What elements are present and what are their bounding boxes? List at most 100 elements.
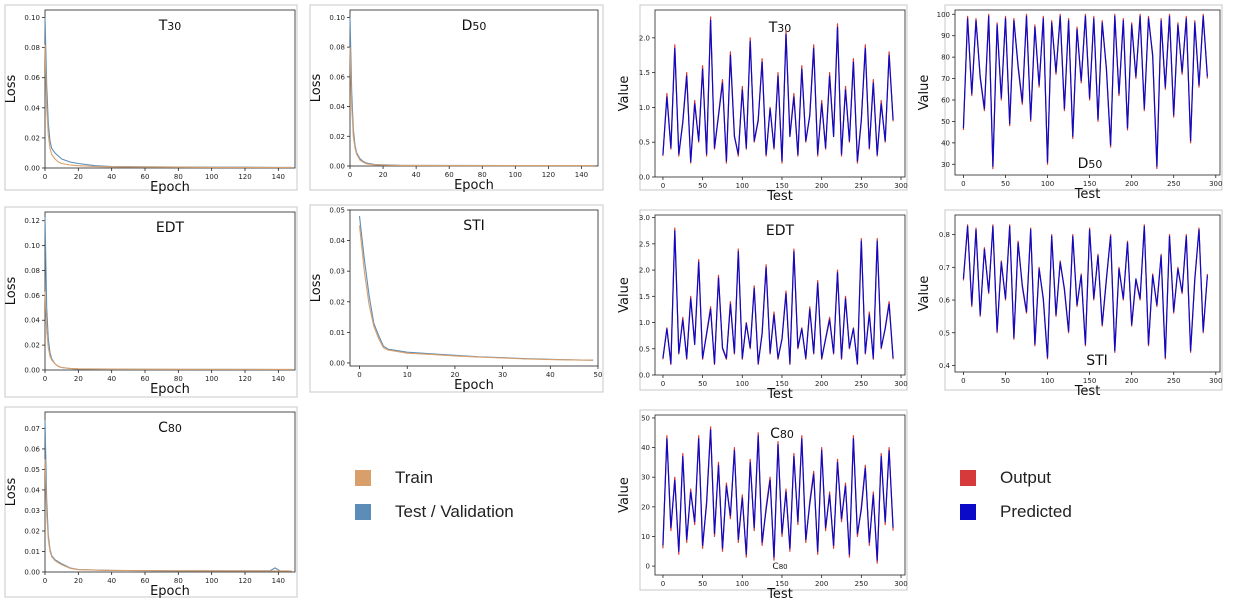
y-tick-label: 0.00 xyxy=(24,165,40,173)
y-tick-label: 1.5 xyxy=(639,293,650,301)
x-tick-label: 80 xyxy=(174,577,183,585)
x-tick-label: 120 xyxy=(238,577,251,585)
x-tick-label: 250 xyxy=(1167,180,1180,188)
x-tick-label: 100 xyxy=(205,173,218,181)
x-tick-label: 150 xyxy=(1083,377,1096,385)
x-tick-label: 60 xyxy=(445,171,454,179)
y-tick-label: 0.5 xyxy=(939,329,950,337)
x-tick-label: 150 xyxy=(775,580,788,588)
chart-title: D50 xyxy=(462,18,487,34)
x-tick-label: 20 xyxy=(74,577,83,585)
chart-frame xyxy=(4,406,298,598)
x-axis-label: Test xyxy=(766,387,793,402)
x-tick-label: 300 xyxy=(1209,180,1222,188)
chart-loss_t30: 0 20 40 60 80 100 120 140 0.00 0.02 0.04 0.06 0.08 0.… xyxy=(4,4,298,195)
legend-label-train: Train xyxy=(395,468,434,487)
x-tick-label: 40 xyxy=(412,171,421,179)
x-tick-label: 0 xyxy=(43,375,47,383)
y-axis-label: Value xyxy=(617,76,632,112)
chart-title: STI xyxy=(1086,353,1108,369)
x-tick-label: 0 xyxy=(357,371,361,379)
x-tick-label: 0 xyxy=(661,380,665,388)
x-tick-label: 20 xyxy=(74,375,83,383)
y-tick-label: 0.03 xyxy=(329,268,345,276)
y-tick-label: 0.02 xyxy=(329,298,345,306)
y-tick-label: 0.01 xyxy=(329,329,345,337)
y-tick-label: 0.05 xyxy=(24,466,40,474)
x-tick-label: 20 xyxy=(379,171,388,179)
x-tick-label: 250 xyxy=(855,182,868,190)
chart-frame xyxy=(4,4,298,191)
x-tick-label: 120 xyxy=(238,375,251,383)
chart-val_edt: 0 50 100 150 200 250 300 0.0 0.5 1.0 1.5 2.0 2.5 3.0 T… xyxy=(617,209,908,402)
x-tick-label: 150 xyxy=(775,182,788,190)
x-tick-label: 50 xyxy=(594,371,603,379)
chart-loss_c80: 0 20 40 60 80 100 120 140 0.00 0.01 0.02 0.03 0.04 0.… xyxy=(4,406,298,599)
chart-loss_sti: 0 10 20 30 40 50 0.00 0.01 0.02 0.03 0.04 0.05 Epoch… xyxy=(309,204,604,393)
y-tick-label: 0.8 xyxy=(939,231,950,239)
x-tick-label: 100 xyxy=(736,182,749,190)
chart-frame xyxy=(639,209,908,391)
y-axis-label: Loss xyxy=(4,75,19,104)
y-tick-label: 1.0 xyxy=(639,104,650,112)
y-tick-label: 40 xyxy=(641,444,650,452)
x-tick-label: 0 xyxy=(961,377,965,385)
y-tick-label: 100 xyxy=(937,11,950,19)
chart-title: D50 xyxy=(1078,156,1103,172)
x-tick-label: 40 xyxy=(546,371,555,379)
y-tick-label: 0.01 xyxy=(24,548,40,556)
x-tick-label: 250 xyxy=(1167,377,1180,385)
y-tick-label: 0.06 xyxy=(24,74,40,82)
chart-title: C80 xyxy=(770,426,794,442)
x-axis-label: Epoch xyxy=(150,382,190,397)
x-tick-label: 300 xyxy=(894,580,907,588)
y-tick-label: 2.5 xyxy=(639,240,650,248)
plot-area xyxy=(654,414,906,576)
chart-val_d50: 0 50 100 150 200 250 300 30 40 50 60 70 80 90 100 Test V… xyxy=(917,4,1223,202)
y-tick-label: 10 xyxy=(641,533,650,541)
y-tick-label: 0.02 xyxy=(24,342,40,350)
x-tick-label: 60 xyxy=(141,375,150,383)
series-line-predicted xyxy=(662,19,894,163)
x-tick-label: 100 xyxy=(1041,180,1054,188)
plot-area xyxy=(44,211,296,371)
y-axis-label: Value xyxy=(917,276,932,312)
y-axis-label: Value xyxy=(617,277,632,313)
x-tick-label: 100 xyxy=(736,380,749,388)
legend-label-test-validation: Test / Validation xyxy=(395,502,514,521)
x-tick-label: 120 xyxy=(238,173,251,181)
x-tick-label: 10 xyxy=(403,371,412,379)
chart-title: T30 xyxy=(768,20,792,36)
x-tick-label: 300 xyxy=(894,182,907,190)
x-tick-label: 140 xyxy=(575,171,588,179)
y-tick-label: 60 xyxy=(941,97,950,105)
chart-frame xyxy=(309,4,604,191)
y-tick-label: 0.03 xyxy=(24,507,40,515)
x-axis-label: Test xyxy=(766,587,793,602)
plot-area xyxy=(44,9,296,169)
y-tick-label: 0 xyxy=(646,563,650,571)
chart-title: EDT xyxy=(766,223,795,239)
y-tick-label: 0.08 xyxy=(329,44,345,52)
y-axis-label: Value xyxy=(617,477,632,513)
plot-area xyxy=(349,209,599,367)
x-tick-label: 40 xyxy=(107,577,116,585)
y-tick-label: 2.0 xyxy=(639,267,650,275)
chart-loss_edt: 0 20 40 60 80 100 120 140 0.00 0.02 0.04 0.06 0.08 0.… xyxy=(4,206,298,398)
plot-area xyxy=(44,411,296,573)
y-tick-label: 50 xyxy=(941,118,950,126)
x-tick-label: 200 xyxy=(815,580,828,588)
y-tick-label: 0.10 xyxy=(24,14,40,22)
y-tick-label: 40 xyxy=(941,139,950,147)
plot-area xyxy=(954,9,1221,176)
chart-val_sti: 0 50 100 150 200 250 300 0.4 0.5 0.6 0.7 0.8 Test Val… xyxy=(917,209,1223,399)
x-tick-label: 100 xyxy=(509,171,522,179)
x-tick-label: 50 xyxy=(698,182,707,190)
x-tick-label: 200 xyxy=(1125,377,1138,385)
x-tick-label: 60 xyxy=(141,173,150,181)
y-tick-label: 0.04 xyxy=(329,103,345,111)
x-tick-label: 40 xyxy=(107,173,116,181)
legend-swatch-test-validation xyxy=(355,504,371,520)
y-tick-label: 0.6 xyxy=(939,297,951,305)
series-line-train xyxy=(44,44,292,169)
